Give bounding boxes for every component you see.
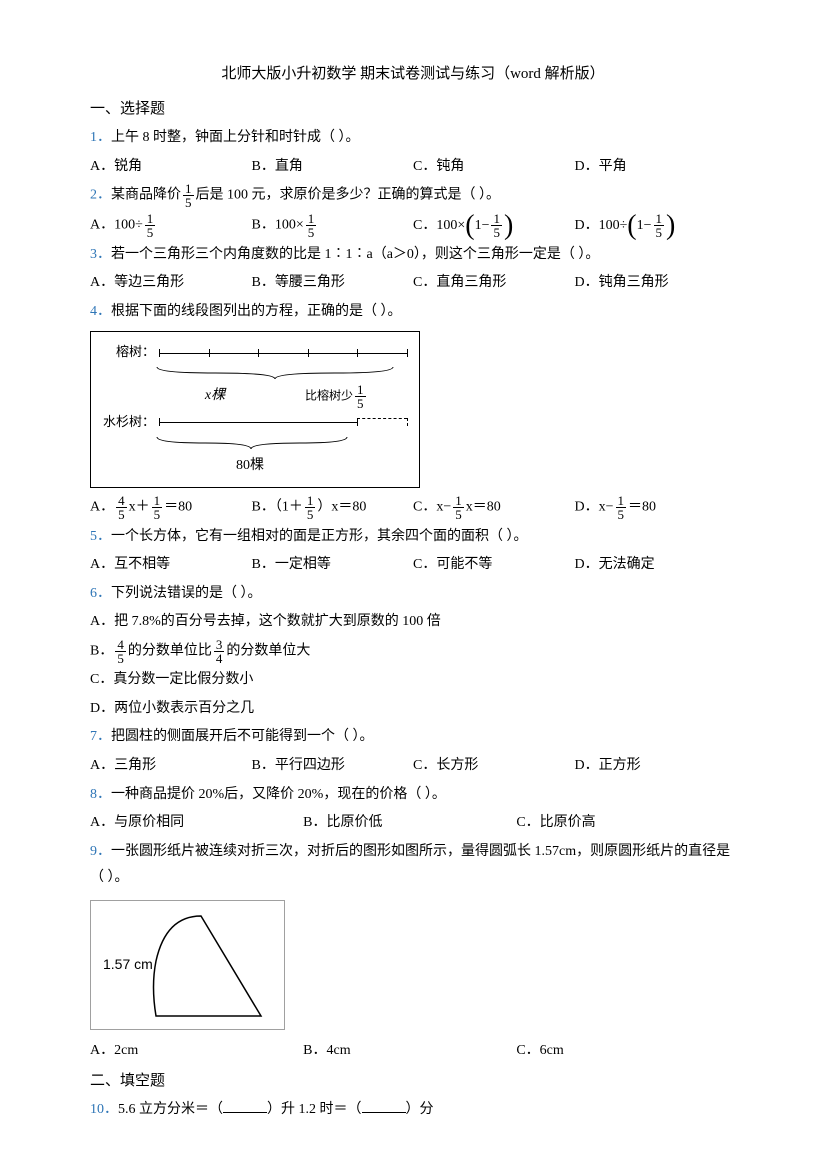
q1-opt-a: A．锐角 [90, 154, 252, 181]
ruler-2 [159, 414, 407, 430]
q5-opt-a: A．互不相等 [90, 552, 252, 579]
diagram-label-2: 水杉树： [99, 410, 155, 435]
q7-num: 7． [90, 729, 111, 744]
q5-num: 5． [90, 529, 111, 544]
q6-text: 下列说法错误的是（ ）。 [111, 586, 262, 601]
q6-opt-d: D．两位小数表示百分之几 [90, 696, 736, 723]
q2-opt-b: B．100×15 [252, 212, 414, 240]
q7-opt-d: D．正方形 [575, 753, 737, 780]
q3-opt-b: B．等腰三角形 [252, 270, 414, 297]
q4-opt-b: B．（1＋15）x＝80 [252, 494, 414, 521]
q3-options: A．等边三角形 B．等腰三角形 C．直角三角形 D．钝角三角形 [90, 270, 736, 297]
count-label: 80棵 [155, 453, 345, 480]
q1-opt-b: B．直角 [252, 154, 414, 181]
q1-num: 1． [90, 130, 111, 145]
question-8: 8．一种商品提价 20%后，又降价 20%，现在的价格（ ）。 [90, 782, 736, 809]
q8-text: 一种商品提价 20%后，又降价 20%，现在的价格（ ）。 [111, 787, 446, 802]
x-label: x棵 [155, 383, 275, 410]
q2-opt-c: C．100×(1−15) [413, 212, 575, 240]
page-title: 北师大版小升初数学 期末试卷测试与练习（word 解析版） [90, 60, 736, 89]
section-1-header: 一、选择题 [90, 95, 736, 124]
question-9: 9．一张圆形纸片被连续对折三次，对折后的图形如图所示，量得圆弧长 1.57cm，… [90, 839, 736, 892]
q4-options: A．45x＋15＝80 B．（1＋15）x＝80 C．x−15x＝80 D．x−… [90, 494, 736, 521]
q9-opt-c: C．6cm [516, 1038, 729, 1065]
q8-opt-c: C．比原价高 [516, 810, 729, 837]
q5-options: A．互不相等 B．一定相等 C．可能不等 D．无法确定 [90, 552, 736, 579]
q10-text-b: ）升 1.2 时＝（ [267, 1102, 362, 1117]
q2-num: 2． [90, 188, 111, 203]
question-4: 4．根据下面的线段图列出的方程，正确的是（ ）。 [90, 299, 736, 326]
q7-opt-b: B．平行四边形 [252, 753, 414, 780]
q1-options: A．锐角 B．直角 C．钝角 D．平角 [90, 154, 736, 181]
q5-opt-b: B．一定相等 [252, 552, 414, 579]
ruler-1 [159, 345, 407, 361]
q9-text: 一张圆形纸片被连续对折三次，对折后的图形如图所示，量得圆弧长 1.57cm，则原… [90, 844, 730, 886]
q2-frac: 15 [183, 182, 194, 209]
question-10: 10．5.6 立方分米＝（ ）升 1.2 时＝（ ）分 [90, 1097, 736, 1124]
q8-opt-b: B．比原价低 [303, 810, 516, 837]
q4-num: 4． [90, 304, 111, 319]
q8-num: 8． [90, 787, 111, 802]
q6-options: A．把 7.8%的百分号去掉，这个数就扩大到原数的 100 倍 B．45的分数单… [90, 609, 736, 722]
q5-text: 一个长方体，它有一组相对的面是正方形，其余四个面的面积（ ）。 [111, 529, 528, 544]
q6-opt-a: A．把 7.8%的百分号去掉，这个数就扩大到原数的 100 倍 [90, 609, 736, 636]
question-6: 6．下列说法错误的是（ ）。 [90, 581, 736, 608]
diagram-label-1: 榕树： [99, 340, 155, 365]
question-5: 5．一个长方体，它有一组相对的面是正方形，其余四个面的面积（ ）。 [90, 524, 736, 551]
q7-opt-a: A．三角形 [90, 753, 252, 780]
q2-opt-d: D．100÷(1−15) [575, 212, 737, 240]
q3-text: 若一个三角形三个内角度数的比是 1∶1∶a（a＞0），则这个三角形一定是（ ）。 [111, 247, 599, 262]
q5-opt-d: D．无法确定 [575, 552, 737, 579]
q3-opt-c: C．直角三角形 [413, 270, 575, 297]
q9-num: 9． [90, 844, 111, 859]
q8-opt-a: A．与原价相同 [90, 810, 303, 837]
q1-opt-d: D．平角 [575, 154, 737, 181]
q6-opt-b: B．45的分数单位比34的分数单位大 [90, 638, 736, 665]
q6-num: 6． [90, 586, 111, 601]
q10-num: 10． [90, 1102, 118, 1117]
blank-1[interactable] [223, 1099, 267, 1113]
q2-text-suf: 后是 100 元，求原价是多少？正确的算式是（ ）。 [196, 188, 501, 203]
q4-opt-d: D．x−15＝80 [575, 494, 737, 521]
q6-opt-c: C．真分数一定比假分数小 [90, 667, 736, 694]
q4-opt-a: A．45x＋15＝80 [90, 494, 252, 521]
section-2-header: 二、填空题 [90, 1067, 736, 1096]
q1-opt-c: C．钝角 [413, 154, 575, 181]
q7-opt-c: C．长方形 [413, 753, 575, 780]
q10-text-a: 5.6 立方分米＝（ [118, 1102, 223, 1117]
q3-opt-d: D．钝角三角形 [575, 270, 737, 297]
q2-options: A．100÷15 B．100×15 C．100×(1−15) D．100÷(1−… [90, 212, 736, 240]
question-1: 1．上午 8 时整，钟面上分针和时针成（ ）。 [90, 125, 736, 152]
q10-text-c: ）分 [406, 1102, 434, 1117]
q4-text: 根据下面的线段图列出的方程，正确的是（ ）。 [111, 304, 402, 319]
q9-options: A．2cm B．4cm C．6cm [90, 1038, 736, 1065]
question-3: 3．若一个三角形三个内角度数的比是 1∶1∶a（a＞0），则这个三角形一定是（ … [90, 242, 736, 269]
q9-opt-a: A．2cm [90, 1038, 303, 1065]
q5-opt-c: C．可能不等 [413, 552, 575, 579]
q2-text-pre: 某商品降价 [111, 188, 181, 203]
question-7: 7．把圆柱的侧面展开后不可能得到一个（ ）。 [90, 724, 736, 751]
q9-opt-b: B．4cm [303, 1038, 516, 1065]
q1-text: 上午 8 时整，钟面上分针和时针成（ ）。 [111, 130, 360, 145]
q9-diagram: 1.57 cm [90, 900, 285, 1030]
q2-opt-a: A．100÷15 [90, 212, 252, 240]
q4-opt-c: C．x−15x＝80 [413, 494, 575, 521]
q4-diagram: 榕树： x棵 比榕树少15 水杉树： 80 [90, 331, 420, 488]
arc-label: 1.57 cm [103, 951, 153, 978]
blank-2[interactable] [362, 1099, 406, 1113]
q7-text: 把圆柱的侧面展开后不可能得到一个（ ）。 [111, 729, 374, 744]
q8-options: A．与原价相同 B．比原价低 C．比原价高 [90, 810, 736, 837]
question-2: 2．某商品降价15后是 100 元，求原价是多少？正确的算式是（ ）。 [90, 182, 736, 209]
side-note: 比榕树少15 [305, 383, 368, 410]
q3-num: 3． [90, 247, 111, 262]
q3-opt-a: A．等边三角形 [90, 270, 252, 297]
q7-options: A．三角形 B．平行四边形 C．长方形 D．正方形 [90, 753, 736, 780]
